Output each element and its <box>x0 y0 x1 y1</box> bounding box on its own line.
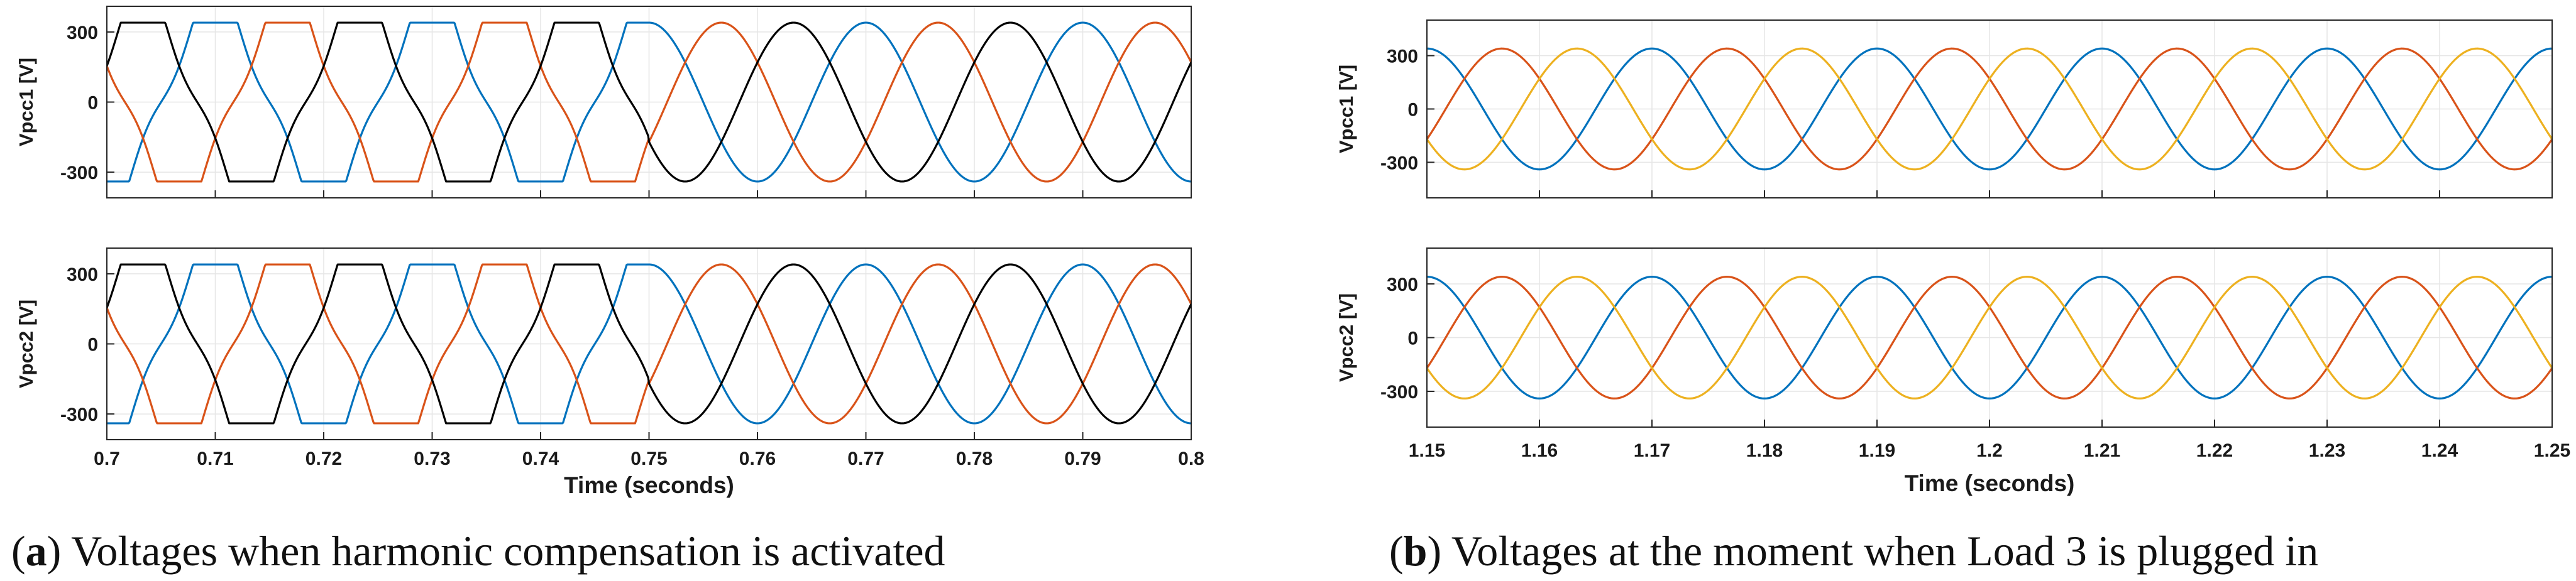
caption-b-label: b <box>1404 527 1428 575</box>
y-tick-label: 300 <box>67 264 98 285</box>
x-tick-label: 1.24 <box>2421 440 2458 461</box>
x-tick-label: 1.23 <box>2309 440 2345 461</box>
series-line-phase-3 <box>107 263 1191 425</box>
x-tick-label: 0.73 <box>414 448 450 469</box>
subplot-b-2: -300 0 300 Vpcc2 [V] 1.15 1.16 1.17 1.18 1.19 1.2… <box>1335 247 2570 496</box>
caption-a-close-paren: ) <box>47 527 71 575</box>
y-tick-label: 300 <box>1387 274 1418 295</box>
panel-a: -300 0 300 Vpcc1 [V] -300 0 300 Vpcc2 [V] 0.7 0.7… <box>15 6 1204 498</box>
series-line-phase-3 <box>1427 276 2552 399</box>
x-tick-label: 1.15 <box>1409 440 1445 461</box>
x-tick-label: 0.78 <box>956 448 993 469</box>
y-tick-label: -300 <box>60 405 98 425</box>
x-tick-label: 0.7 <box>94 448 120 469</box>
caption-b-close-paren: ) <box>1427 527 1451 575</box>
x-tick-label: 1.19 <box>1859 440 1895 461</box>
y-tick-label: 0 <box>87 93 98 114</box>
y-tick-label: 300 <box>67 23 98 43</box>
y-tick-label: 0 <box>1407 100 1418 121</box>
x-tick-label: 0.8 <box>1178 448 1204 469</box>
x-tick-label: 1.21 <box>2084 440 2120 461</box>
caption-a-text: Voltages when harmonic compensation is a… <box>71 527 945 575</box>
subplot-b-1: -300 0 300 Vpcc1 [V] <box>1335 19 2553 198</box>
x-tick-label: 0.71 <box>197 448 233 469</box>
x-axis-label: Time (seconds) <box>564 472 734 498</box>
series-group <box>1427 276 2552 399</box>
y-axis-label: Vpcc1 [V] <box>15 58 37 146</box>
y-tick-label: 300 <box>1387 46 1418 67</box>
series-group <box>107 21 1191 183</box>
caption-a: (a) Voltages when harmonic compensation … <box>11 527 945 575</box>
y-tick-label: 0 <box>87 335 98 356</box>
y-axis-label: Vpcc1 [V] <box>1335 65 1357 153</box>
caption-b: (b) Voltages at the moment when Load 3 i… <box>1389 527 2318 575</box>
subplot-a-2: -300 0 300 Vpcc2 [V] 0.7 0.71 0.72 0.73 0.74 0.75… <box>15 247 1204 498</box>
caption-a-open-paren: ( <box>11 527 26 575</box>
series-line-phase-3 <box>1427 47 2552 171</box>
caption-b-open-paren: ( <box>1389 527 1404 575</box>
series-group <box>1427 47 2552 171</box>
x-tick-label: 1.16 <box>1521 440 1558 461</box>
series-line-phase-3 <box>107 21 1191 183</box>
y-tick-label: -300 <box>1380 153 1418 173</box>
x-axis-label: Time (seconds) <box>1905 470 2075 496</box>
y-tick-label: -300 <box>60 163 98 183</box>
y-axis-label: Vpcc2 [V] <box>15 300 37 388</box>
x-tick-label: 0.74 <box>522 448 559 469</box>
caption-a-label: a <box>26 527 47 575</box>
x-tick-label: 0.72 <box>305 448 342 469</box>
x-tick-label: 0.77 <box>847 448 884 469</box>
x-tick-label: 0.79 <box>1064 448 1101 469</box>
x-tick-label: 1.18 <box>1746 440 1783 461</box>
subplot-a-1: -300 0 300 Vpcc1 [V] <box>15 6 1192 198</box>
x-tick-label: 0.75 <box>630 448 667 469</box>
x-tick-label: 0.76 <box>739 448 776 469</box>
y-axis-label: Vpcc2 [V] <box>1335 293 1357 382</box>
x-tick-label: 1.2 <box>1976 440 2003 461</box>
x-tick-label: 1.25 <box>2534 440 2570 461</box>
caption-b-text: Voltages at the moment when Load 3 is pl… <box>1451 527 2318 575</box>
y-tick-label: 0 <box>1407 329 1418 349</box>
series-group <box>107 263 1191 425</box>
y-tick-label: -300 <box>1380 382 1418 403</box>
panel-b: -300 0 300 Vpcc1 [V] -300 0 300 Vpcc2 [V] 1.15 1.… <box>1335 19 2570 496</box>
x-tick-label: 1.22 <box>2196 440 2233 461</box>
x-tick-label: 1.17 <box>1634 440 1670 461</box>
